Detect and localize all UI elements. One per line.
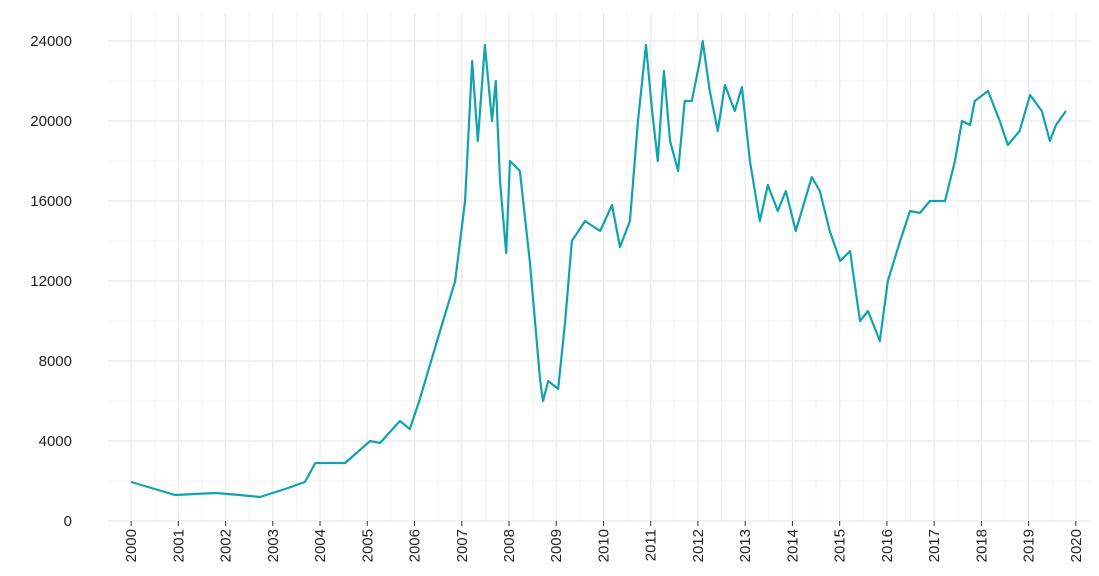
- x-tick-label: 2001: [170, 529, 187, 562]
- x-tick-label: 2008: [501, 529, 518, 562]
- x-tick-label: 2015: [832, 529, 849, 562]
- x-tick-label: 2003: [265, 529, 282, 562]
- x-tick-label: 2000: [123, 529, 140, 562]
- y-tick-label: 16000: [30, 193, 72, 210]
- y-tick-label: 0: [64, 513, 72, 530]
- x-tick-label: 2019: [1021, 529, 1038, 562]
- x-tick-label: 2012: [690, 529, 707, 562]
- x-tick-label: 2010: [595, 529, 612, 562]
- x-tick-label: 2013: [737, 529, 754, 562]
- x-tick-label: 2007: [454, 529, 471, 562]
- y-tick-label: 12000: [30, 273, 72, 290]
- x-tick-label: 2006: [407, 529, 424, 562]
- y-tick-label: 20000: [30, 113, 72, 130]
- y-tick-label: 8000: [39, 353, 72, 370]
- x-tick-label: 2009: [548, 529, 565, 562]
- x-tick-label: 2018: [973, 529, 990, 562]
- x-tick-label: 2016: [879, 529, 896, 562]
- x-tick-label: 2004: [312, 529, 329, 562]
- x-tick-label: 2002: [218, 529, 235, 562]
- x-tick-label: 2011: [643, 529, 660, 561]
- x-tick-label: 2005: [359, 529, 376, 562]
- x-tick-label: 2020: [1068, 529, 1085, 562]
- x-tick-label: 2017: [926, 529, 943, 562]
- y-tick-label: 4000: [39, 433, 72, 450]
- y-tick-label: 24000: [30, 33, 72, 50]
- x-tick-label: 2014: [784, 529, 801, 562]
- line-series: [130, 39, 1067, 499]
